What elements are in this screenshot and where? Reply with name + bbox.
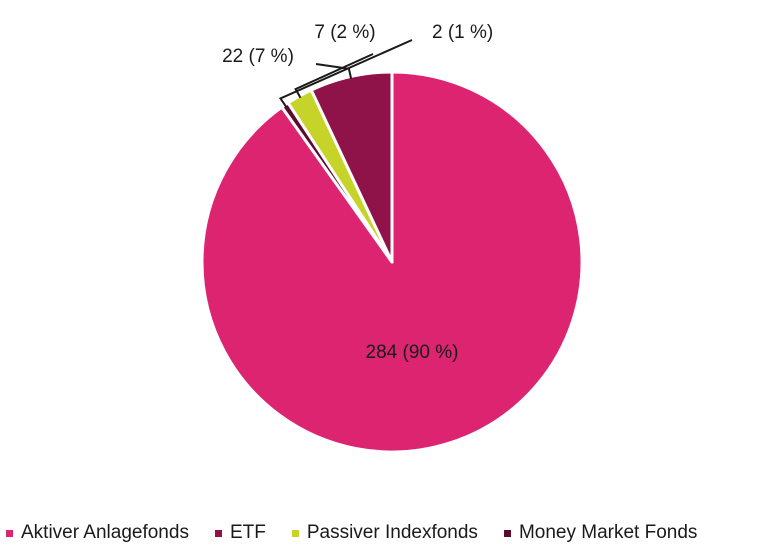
legend-label: Passiver Indexfonds — [306, 522, 478, 543]
legend-swatch — [214, 529, 222, 537]
legend-swatch — [6, 529, 13, 537]
slice-label-passiver-indexfonds: 7 (2 %) — [314, 22, 375, 43]
legend-label: Money Market Fonds — [518, 522, 698, 543]
slice-label-aktiver-anlagefonds: 284 (90 %) — [366, 342, 459, 363]
leader-line-money-market-fonds — [278, 39, 413, 108]
legend-item-passiver-indexfonds: Passiver Indexfonds — [291, 522, 478, 544]
legend-item-etf: ETF — [214, 522, 266, 544]
legend-label: Aktiver Anlagefonds — [21, 522, 189, 543]
slice-labels: 284 (90 %) 2 (1 %) 7 (2 %) 22 (7 %) — [222, 22, 493, 363]
legend-item-aktiver-anlagefonds: Aktiver Anlagefonds — [6, 522, 189, 544]
legend-swatch — [291, 529, 299, 537]
legend-item-money-market-fonds: Money Market Fonds — [503, 522, 698, 544]
chart-legend: Aktiver Anlagefonds ETF Passiver Indexfo… — [6, 522, 697, 544]
leader-line-etf — [315, 63, 353, 79]
leader-lines — [278, 39, 413, 108]
legend-label: ETF — [229, 522, 266, 543]
slice-label-money-market-fonds: 2 (1 %) — [432, 22, 493, 43]
leader-line-passiver-indexfonds — [294, 53, 374, 99]
slice-label-etf: 22 (7 %) — [222, 46, 294, 67]
legend-swatch — [503, 529, 511, 537]
pie-slices — [200, 70, 584, 454]
